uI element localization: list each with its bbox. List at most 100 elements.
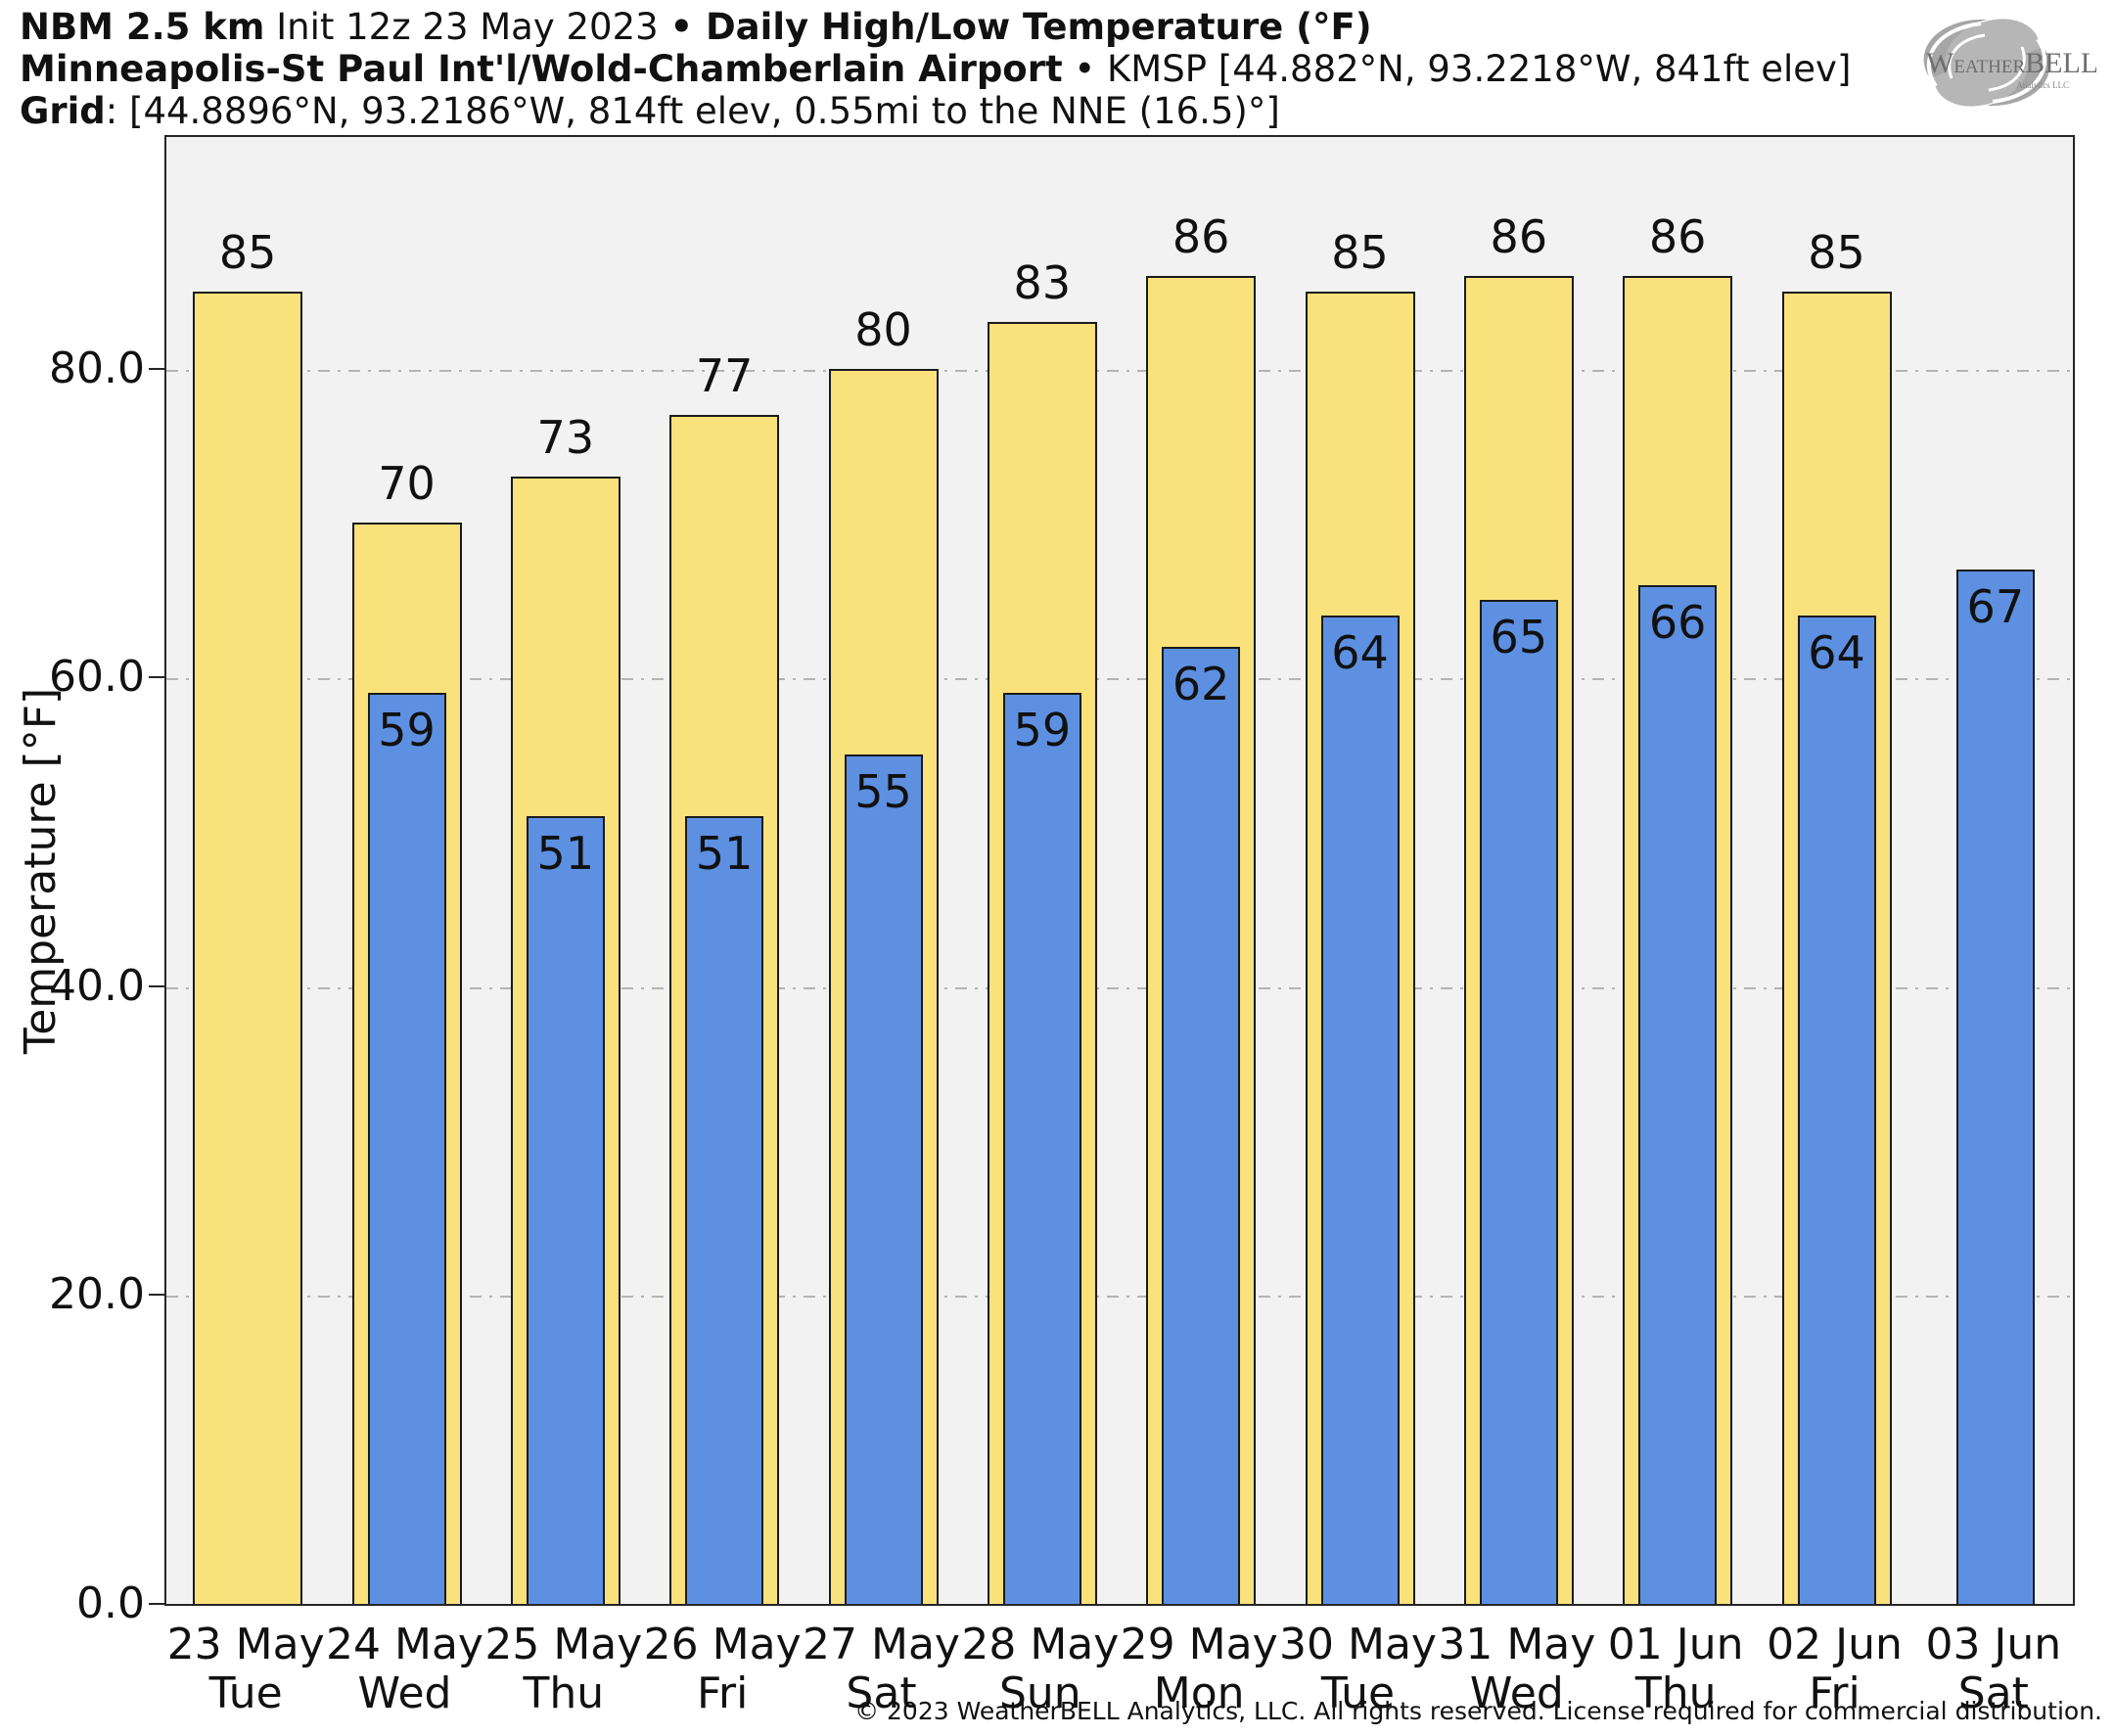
low-bar (844, 754, 923, 1604)
x-tick-dow: Fri (1809, 1668, 1861, 1718)
weatherbell-logo: WEATHERBELL Analytics LLC (1923, 19, 2096, 107)
low-value-label: 64 (1808, 626, 1865, 680)
low-bar (1320, 616, 1400, 1604)
x-tick-dow: Tue (1320, 1668, 1396, 1718)
product-title: • Daily High/Low Temperature (°F) (669, 6, 1372, 48)
high-value-label: 86 (1172, 210, 1230, 263)
high-value-label: 85 (218, 225, 277, 279)
x-tick-date: 30 May (1279, 1620, 1437, 1669)
low-value-label: 51 (536, 827, 595, 881)
high-bar (193, 291, 303, 1604)
logo-wordmark: WEATHERBELL (1926, 47, 2096, 79)
x-tick-dow: Wed (1469, 1668, 1564, 1718)
x-tick-date: 01 Jun (1607, 1620, 1744, 1669)
x-tick-label: 03 Jun Sat (1896, 1621, 2091, 1718)
x-tick-dow: Wed (357, 1668, 452, 1718)
x-tick-dow: Sat (1957, 1668, 2029, 1718)
copyright-notice: © 2023 WeatherBELL Analytics, LLC. All r… (854, 1697, 2102, 1725)
low-value-label: 66 (1648, 595, 1707, 649)
y-tick-label: 0.0 (76, 1578, 145, 1628)
low-value-label: 51 (695, 827, 754, 881)
low-bar (1002, 693, 1081, 1604)
x-tick-label: 01 Jun Thu (1578, 1621, 1773, 1718)
high-value-label: 86 (1490, 210, 1548, 263)
low-bar (1479, 600, 1558, 1604)
low-bar (1638, 584, 1718, 1604)
y-tick-label: 60.0 (49, 652, 145, 703)
x-tick-label: 24 May Wed (307, 1621, 503, 1718)
header-line-1: NBM 2.5 km Init 12z 23 May 2023 • Daily … (20, 6, 1851, 48)
grid-meta: : [44.8896°N, 93.2186°W, 814ft elev, 0.5… (105, 90, 1280, 132)
gridline-60.0 (166, 678, 2073, 681)
high-value-label: 73 (536, 411, 595, 465)
header-line-3: Grid: [44.8896°N, 93.2186°W, 814ft elev,… (20, 90, 1851, 132)
high-value-label: 77 (695, 349, 754, 403)
chart-header: NBM 2.5 km Init 12z 23 May 2023 • Daily … (20, 6, 1851, 132)
y-tick-label: 20.0 (49, 1269, 145, 1320)
x-tick-date: 25 May (484, 1620, 643, 1669)
low-value-label: 59 (1013, 704, 1072, 757)
low-bar (1955, 569, 2035, 1604)
low-bar (367, 693, 446, 1604)
gridline-80.0 (166, 369, 2073, 372)
y-tick-mark (149, 1294, 164, 1297)
x-tick-dow: Fri (696, 1668, 749, 1718)
high-value-label: 80 (854, 302, 912, 356)
y-tick-label: 80.0 (49, 343, 145, 393)
y-tick-label: 40.0 (49, 960, 145, 1011)
grid-label: Grid (20, 90, 106, 132)
x-tick-label: 25 May Thu (466, 1621, 662, 1718)
logo-subtitle: Analytics LLC (2016, 80, 2069, 90)
station-name: Minneapolis-St Paul Int'l/Wold-Chamberla… (20, 48, 1063, 90)
low-value-label: 67 (1966, 579, 2025, 633)
y-tick-mark (149, 676, 164, 679)
high-value-label: 83 (1013, 256, 1072, 310)
x-tick-label: 26 May Fri (624, 1621, 820, 1718)
y-tick-mark (149, 1603, 164, 1605)
x-tick-date: 24 May (326, 1620, 483, 1669)
x-tick-date: 31 May (1438, 1620, 1596, 1669)
gridline-40.0 (166, 986, 2073, 989)
low-bar (685, 816, 764, 1604)
x-tick-dow: Sat (846, 1668, 917, 1718)
x-tick-date: 23 May (166, 1620, 325, 1669)
header-line-2: Minneapolis-St Paul Int'l/Wold-Chamberla… (20, 48, 1851, 90)
low-value-label: 65 (1490, 611, 1548, 664)
station-meta: • KMSP [44.882°N, 93.2218°W, 841ft elev] (1062, 48, 1852, 90)
low-bar (1162, 646, 1241, 1604)
y-tick-mark (149, 367, 164, 370)
x-tick-label: 28 May Sun (942, 1621, 1138, 1718)
x-tick-label: 29 May Mon (1101, 1621, 1297, 1718)
x-tick-date: 02 Jun (1767, 1620, 1903, 1669)
x-tick-label: 31 May Wed (1419, 1621, 1615, 1718)
init-time: Init 12z 23 May 2023 (264, 6, 670, 48)
low-value-label: 64 (1331, 626, 1389, 680)
x-tick-date: 26 May (643, 1620, 802, 1669)
x-tick-label: 30 May Tue (1261, 1621, 1456, 1718)
x-tick-dow: Thu (1634, 1668, 1717, 1718)
gridline-20.0 (166, 1296, 2073, 1299)
x-tick-label: 27 May Sat (784, 1621, 980, 1718)
model-name: NBM 2.5 km (20, 6, 265, 48)
x-tick-date: 27 May (803, 1620, 960, 1669)
plot-area: 85 70 59 73 51 77 51 80 55 83 59 86 62 85 64 86 65 86 66 85… (164, 135, 2075, 1606)
low-bar (526, 816, 605, 1604)
high-value-label: 85 (1808, 225, 1865, 279)
low-value-label: 59 (378, 704, 436, 757)
x-tick-label: 23 May Tue (148, 1621, 344, 1718)
high-value-label: 85 (1331, 225, 1389, 279)
x-tick-date: 28 May (961, 1620, 1120, 1669)
x-tick-dow: Sun (998, 1668, 1081, 1718)
low-bar (1797, 616, 1876, 1604)
x-tick-dow: Thu (523, 1668, 605, 1718)
hurricane-swirl-icon (1923, 19, 2050, 107)
x-tick-dow: Tue (208, 1668, 283, 1718)
x-tick-date: 03 Jun (1925, 1620, 2062, 1669)
high-value-label: 86 (1648, 210, 1707, 263)
x-tick-date: 29 May (1120, 1620, 1278, 1669)
x-tick-dow: Mon (1153, 1668, 1245, 1718)
low-value-label: 55 (854, 765, 912, 819)
high-value-label: 70 (378, 457, 436, 511)
low-value-label: 62 (1172, 657, 1230, 710)
